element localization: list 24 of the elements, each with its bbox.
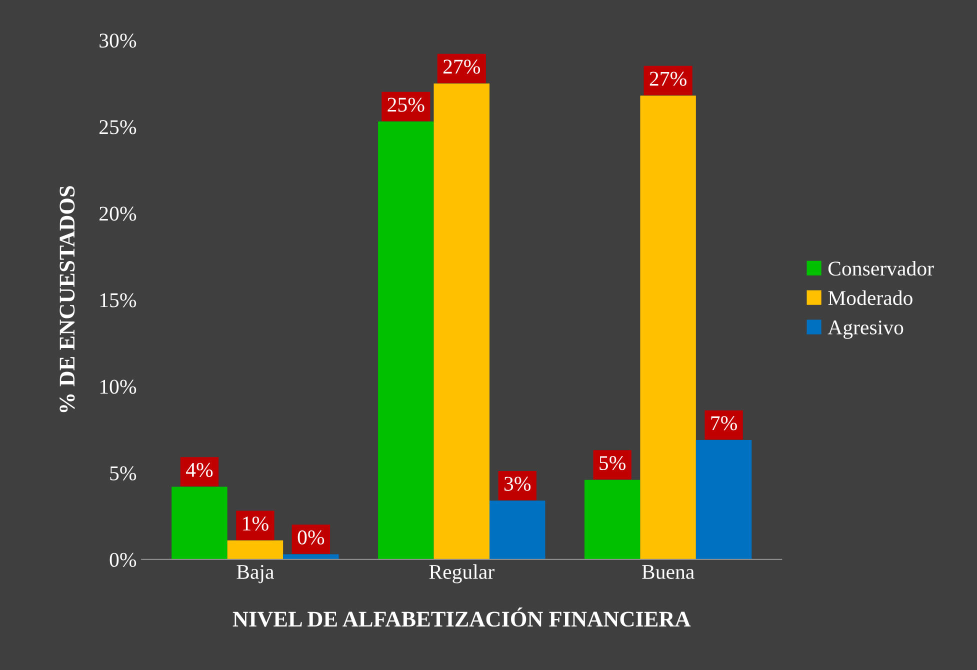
data-label: 5% — [600, 456, 626, 470]
data-label: 27% — [443, 60, 480, 74]
x-tick-label: Buena — [642, 565, 694, 579]
y-tick-label: 15% — [100, 293, 136, 308]
y-tick-label: 10% — [100, 380, 136, 394]
data-label: 0% — [298, 530, 324, 545]
x-tick-label: Baja — [236, 564, 274, 584]
legend-label: Agresivo — [828, 320, 904, 339]
data-label: 27% — [650, 72, 686, 86]
legend-label: Moderado — [828, 290, 912, 306]
x-tick-label: Regular — [429, 564, 494, 584]
data-label: 4% — [186, 462, 213, 478]
y-tick-label: 30% — [100, 34, 136, 48]
data-label: 25% — [388, 98, 424, 112]
x-axis-title: NIVEL DE ALFABETIZACIÓN FINANCIERA — [232, 607, 691, 627]
y-tick-label: 20% — [100, 206, 136, 221]
y-tick-label: 5% — [110, 466, 136, 480]
data-label: 3% — [504, 476, 531, 491]
legend-label: Conservador — [828, 260, 934, 276]
data-label: 1% — [243, 516, 268, 531]
y-tick-label: 0% — [110, 552, 136, 567]
data-label: 7% — [711, 416, 737, 430]
y-axis-title: % DE ENCUESTADOS — [60, 186, 75, 412]
y-tick-label: 25% — [100, 120, 136, 134]
